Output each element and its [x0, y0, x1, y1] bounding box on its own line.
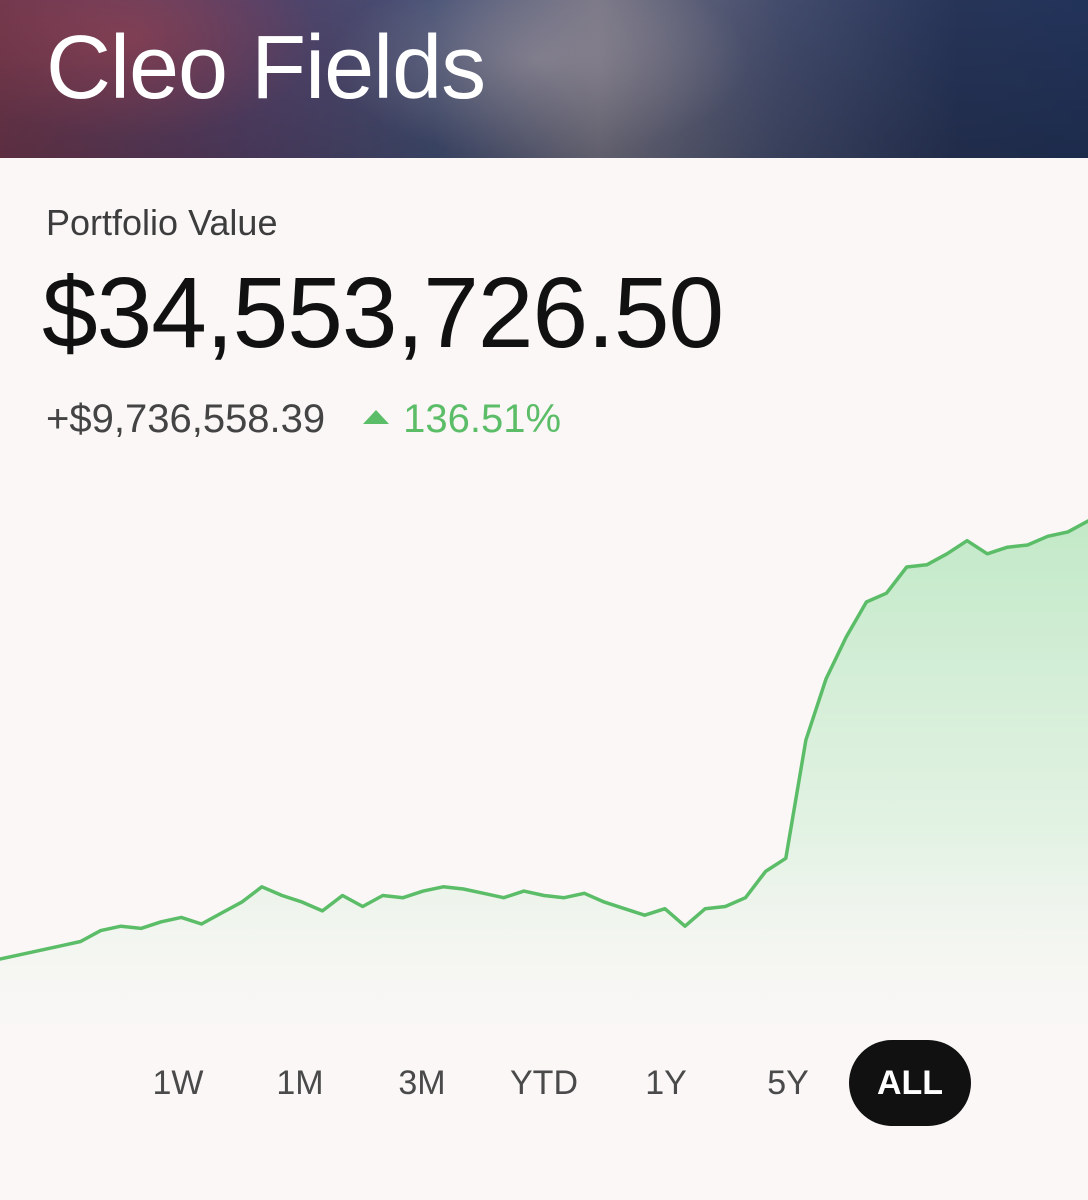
tab-5y[interactable]: 5Y: [767, 1063, 809, 1102]
tab-1w[interactable]: 1W: [152, 1063, 204, 1102]
banner-background-glow: [0, 0, 320, 140]
tab-all[interactable]: ALL: [849, 1040, 971, 1126]
profile-name: Cleo Fields: [46, 18, 486, 118]
portfolio-value-chart[interactable]: [0, 470, 1088, 1040]
portfolio-value-label: Portfolio Value: [46, 202, 278, 243]
banner-background-highlight: [330, 0, 750, 158]
banner-overlay: [0, 0, 1088, 158]
chart-series-line: [0, 519, 1088, 961]
change-amount: +$9,736,558.39: [46, 396, 326, 441]
tab-ytd[interactable]: YTD: [510, 1063, 578, 1102]
tab-3m[interactable]: 3M: [398, 1063, 446, 1102]
chart-area-fill: [0, 521, 1088, 1040]
up-arrow-icon: [363, 410, 390, 424]
change-percent: 136.51%: [403, 396, 562, 441]
tab-1y[interactable]: 1Y: [645, 1063, 687, 1102]
tab-1m[interactable]: 1M: [276, 1063, 324, 1102]
time-range-selector: 1W 1M 3M YTD 1Y 5Y ALL: [0, 1040, 1088, 1126]
portfolio-change-row: +$9,736,558.39 136.51%: [46, 394, 561, 444]
portfolio-value: $34,553,726.50: [42, 257, 724, 369]
profile-header-banner: Cleo Fields: [0, 0, 1088, 158]
change-percent-group: 136.51%: [363, 397, 561, 442]
